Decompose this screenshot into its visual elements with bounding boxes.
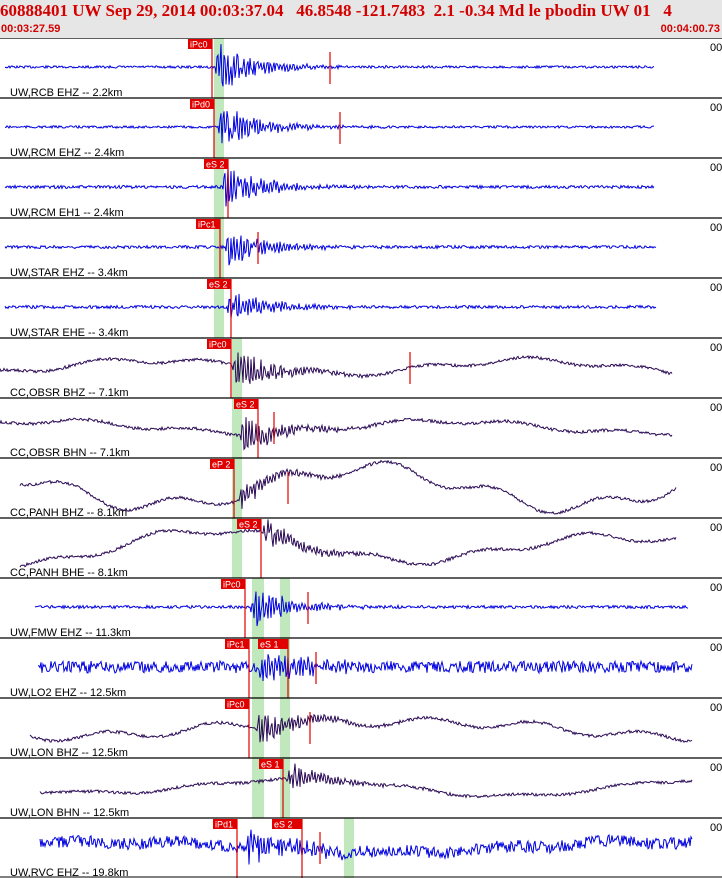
pick-label: iPc1 — [227, 640, 245, 650]
pick-flag[interactable]: iPc0 — [207, 339, 232, 398]
waveform — [39, 829, 693, 865]
trace-row[interactable]: iPc0 UW,RCB EHZ -- 2.2km 00 — [0, 38, 722, 99]
trace-row[interactable]: eS 1 UW,LON BHN -- 12.5km 00 — [0, 757, 722, 819]
trace-scale-value: 00 — [710, 42, 722, 54]
station-label: UW,RCM EHZ -- 2.4km — [10, 147, 124, 159]
pick-flag[interactable]: eS 2 — [207, 279, 232, 338]
trace-scale-value: 00 — [710, 162, 722, 174]
station-label: CC,OBSR BHN -- 7.1km — [10, 447, 130, 459]
trace-row[interactable]: eP 2 CC,PANH BHZ -- 8.1km 00 — [0, 457, 722, 519]
station-label: CC,PANH BHZ -- 8.1km — [10, 507, 127, 519]
window-start-time: 00:03:27.59 — [1, 23, 61, 35]
trace-row[interactable]: eS 2 CC,PANH BHE -- 8.1km 00 — [0, 517, 722, 579]
trace-row[interactable]: iPc0 CC,OBSR BHZ -- 7.1km 00 — [0, 337, 722, 399]
pick-label: eS 2 — [206, 160, 225, 170]
trace-scale-value: 00 — [710, 822, 722, 834]
pick-window-band — [344, 818, 354, 878]
trace-scale-value: 00 — [710, 642, 722, 654]
trace-row[interactable]: eS 2 CC,OBSR BHN -- 7.1km 00 — [0, 397, 722, 459]
event-title: 60888401 UW Sep 29, 2014 00:03:37.04 46.… — [0, 1, 672, 20]
pick-label: eS 2 — [236, 400, 255, 410]
station-label: UW,RVC EHZ -- 19.8km — [10, 867, 128, 878]
window-end-time: 00:04:00.73 — [660, 23, 720, 35]
pick-label: eS 2 — [239, 520, 258, 530]
trace-row[interactable]: iPc1 eS 1 UW,LO2 EHZ -- 12.5km 00 — [0, 637, 722, 699]
waveform — [37, 654, 693, 682]
pick-flag[interactable]: eS 1 — [259, 759, 284, 818]
trace-scale-value: 00 — [710, 762, 722, 774]
pick-label: eS 1 — [260, 640, 279, 650]
waveform — [0, 417, 673, 451]
pick-label: eS 1 — [261, 760, 280, 770]
trace-scale-value: 00 — [710, 222, 722, 234]
pick-flag[interactable]: eS 2 — [234, 399, 259, 458]
station-label: UW,LON BHN -- 12.5km — [10, 807, 129, 819]
pick-label: iPc0 — [223, 580, 241, 590]
pick-flag[interactable]: iPc0 — [221, 579, 246, 638]
pick-label: iPd1 — [215, 820, 233, 830]
pick-flag[interactable]: eS 2 — [237, 519, 262, 578]
waveform — [19, 459, 677, 515]
station-label: UW,LO2 EHZ -- 12.5km — [10, 687, 126, 699]
pick-flag[interactable]: iPd0 — [190, 99, 215, 158]
pick-flag[interactable]: eS 2 — [204, 159, 229, 218]
station-label: UW,RCB EHZ -- 2.2km — [10, 87, 122, 99]
waveform — [29, 713, 693, 744]
trace-row[interactable]: eS 2 UW,STAR EHE -- 3.4km 00 — [0, 277, 722, 339]
waveform — [4, 235, 657, 266]
pick-flag-secondary[interactable]: eS 2 — [272, 819, 303, 878]
waveform — [34, 591, 689, 627]
pick-flag[interactable]: iPc0 — [225, 699, 250, 758]
waveform — [4, 167, 655, 207]
station-label: UW,STAR EHE -- 3.4km — [10, 327, 128, 339]
pick-label: iPd0 — [192, 100, 210, 110]
station-label: UW,STAR EHZ -- 3.4km — [10, 267, 128, 279]
trace-row[interactable]: eS 2 UW,RCM EH1 -- 2.4km 00 — [0, 157, 722, 219]
event-header: 60888401 UW Sep 29, 2014 00:03:37.04 46.… — [0, 0, 722, 38]
pick-label: iPc0 — [190, 40, 208, 50]
pick-flag[interactable]: iPc0 — [188, 39, 213, 98]
trace-row[interactable]: iPc0 UW,FMW EHZ -- 11.3km 00 — [0, 577, 722, 639]
trace-scale-value: 00 — [710, 522, 722, 534]
pick-label: iPc0 — [209, 340, 227, 350]
waveform — [19, 519, 677, 568]
trace-row[interactable]: iPc1 UW,STAR EHZ -- 3.4km 00 — [0, 217, 722, 279]
trace-scale-value: 00 — [710, 102, 722, 114]
waveform — [39, 763, 693, 799]
trace-scale-value: 00 — [710, 462, 722, 474]
station-label: UW,RCM EH1 -- 2.4km — [10, 207, 124, 219]
pick-label: eS 2 — [274, 820, 293, 830]
pick-label: iPc0 — [227, 700, 245, 710]
seismogram-panel[interactable]: iPc0 UW,RCB EHZ -- 2.2km 00 iPd0 UW,RCM EHZ … — [0, 38, 722, 878]
station-label: UW,LON BHZ -- 12.5km — [10, 747, 128, 759]
station-label: UW,FMW EHZ -- 11.3km — [10, 627, 131, 639]
waveform — [0, 352, 673, 384]
pick-label: eP 2 — [212, 460, 230, 470]
trace-scale-value: 00 — [710, 342, 722, 354]
waveform — [4, 111, 655, 144]
waveform — [4, 293, 657, 319]
pick-flag[interactable]: iPd1 — [213, 819, 238, 878]
station-label: CC,OBSR BHZ -- 7.1km — [10, 387, 129, 399]
pick-flag[interactable]: iPc1 — [225, 639, 250, 698]
pick-flag[interactable]: eP 2 — [210, 459, 235, 518]
pick-flag[interactable]: iPc1 — [196, 219, 221, 278]
trace-row[interactable]: iPd0 UW,RCM EHZ -- 2.4km 00 — [0, 97, 722, 159]
trace-scale-value: 00 — [710, 282, 722, 294]
trace-scale-value: 00 — [710, 702, 722, 714]
pick-label: eS 2 — [209, 280, 228, 290]
station-label: CC,PANH BHE -- 8.1km — [10, 567, 128, 579]
trace-row[interactable]: iPd1 eS 2 UW,RVC EHZ -- 19.8km 00 — [0, 817, 722, 878]
trace-scale-value: 00 — [710, 582, 722, 594]
trace-row[interactable]: iPc0 UW,LON BHZ -- 12.5km 00 — [0, 697, 722, 759]
pick-label: iPc1 — [198, 220, 216, 230]
pick-flag-secondary[interactable]: eS 1 — [258, 639, 289, 698]
trace-scale-value: 00 — [710, 402, 722, 414]
